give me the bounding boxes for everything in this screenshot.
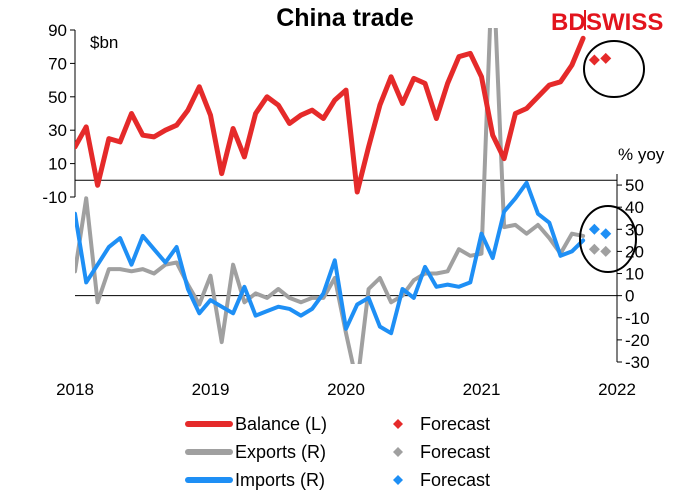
x-tick-label: 2019 bbox=[192, 380, 230, 399]
right-tick-label: -30 bbox=[625, 353, 650, 372]
exports-forecast-marker bbox=[588, 243, 600, 255]
legend-forecast-swatch-2 bbox=[393, 475, 403, 485]
imports-forecast-marker bbox=[588, 223, 600, 235]
imports-line bbox=[75, 180, 586, 336]
legend-exports-r-label: Exports (R) bbox=[235, 442, 326, 462]
brand-logo-part2: SWISS bbox=[586, 9, 663, 36]
legend-forecast-label-1: Forecast bbox=[420, 442, 490, 462]
right-tick-label: 10 bbox=[625, 265, 644, 284]
x-tick-label: 2020 bbox=[327, 380, 365, 399]
left-axis-unit: $bn bbox=[90, 33, 118, 52]
exports-line bbox=[75, 28, 586, 364]
chart-title: China trade bbox=[276, 4, 414, 32]
brand-logo-divider bbox=[584, 10, 586, 30]
legend: Balance (L) Forecast Exports (R) Forecast Im… bbox=[185, 414, 490, 490]
trade-forecast-circle bbox=[579, 205, 637, 273]
exports-forecast-marker bbox=[600, 245, 612, 257]
balance-line bbox=[75, 35, 586, 195]
balance-forecast-circle bbox=[583, 40, 645, 98]
left-tick-label: 90 bbox=[48, 21, 67, 40]
imports-forecast-marker bbox=[600, 228, 612, 240]
legend-forecast-label-2: Forecast bbox=[420, 470, 490, 490]
legend-forecast-label-0: Forecast bbox=[420, 414, 490, 434]
brand-logo-part1: BD bbox=[551, 9, 586, 36]
brand-logo: BD SWISS bbox=[551, 9, 663, 36]
x-tick-label: 2022 bbox=[598, 380, 636, 399]
legend-imports-r-label: Imports (R) bbox=[235, 470, 325, 490]
x-tick-label: 2021 bbox=[463, 380, 501, 399]
right-tick-label: -10 bbox=[625, 309, 650, 328]
forecast-markers bbox=[588, 52, 612, 257]
left-tick-label: -10 bbox=[42, 188, 67, 207]
x-tick-label: 2018 bbox=[56, 380, 94, 399]
right-tick-label: 0 bbox=[625, 287, 634, 306]
right-tick-label: 50 bbox=[625, 176, 644, 195]
zero-lines bbox=[75, 179, 617, 297]
series-lines bbox=[75, 28, 586, 364]
left-tick-label: 30 bbox=[48, 121, 67, 140]
right-tick-label: -20 bbox=[625, 331, 650, 350]
left-tick-label: 50 bbox=[48, 88, 67, 107]
legend-forecast-swatch-0 bbox=[393, 419, 403, 429]
balance-forecast-marker bbox=[588, 54, 600, 66]
balance-forecast-marker bbox=[600, 52, 612, 64]
left-tick-label: 10 bbox=[48, 155, 67, 174]
right-axis-unit: % yoy bbox=[618, 145, 665, 164]
left-tick-label: 70 bbox=[48, 54, 67, 73]
legend-balance-l-label: Balance (L) bbox=[235, 414, 327, 434]
right-tick-label: 40 bbox=[625, 198, 644, 217]
legend-forecast-swatch-1 bbox=[393, 447, 403, 457]
